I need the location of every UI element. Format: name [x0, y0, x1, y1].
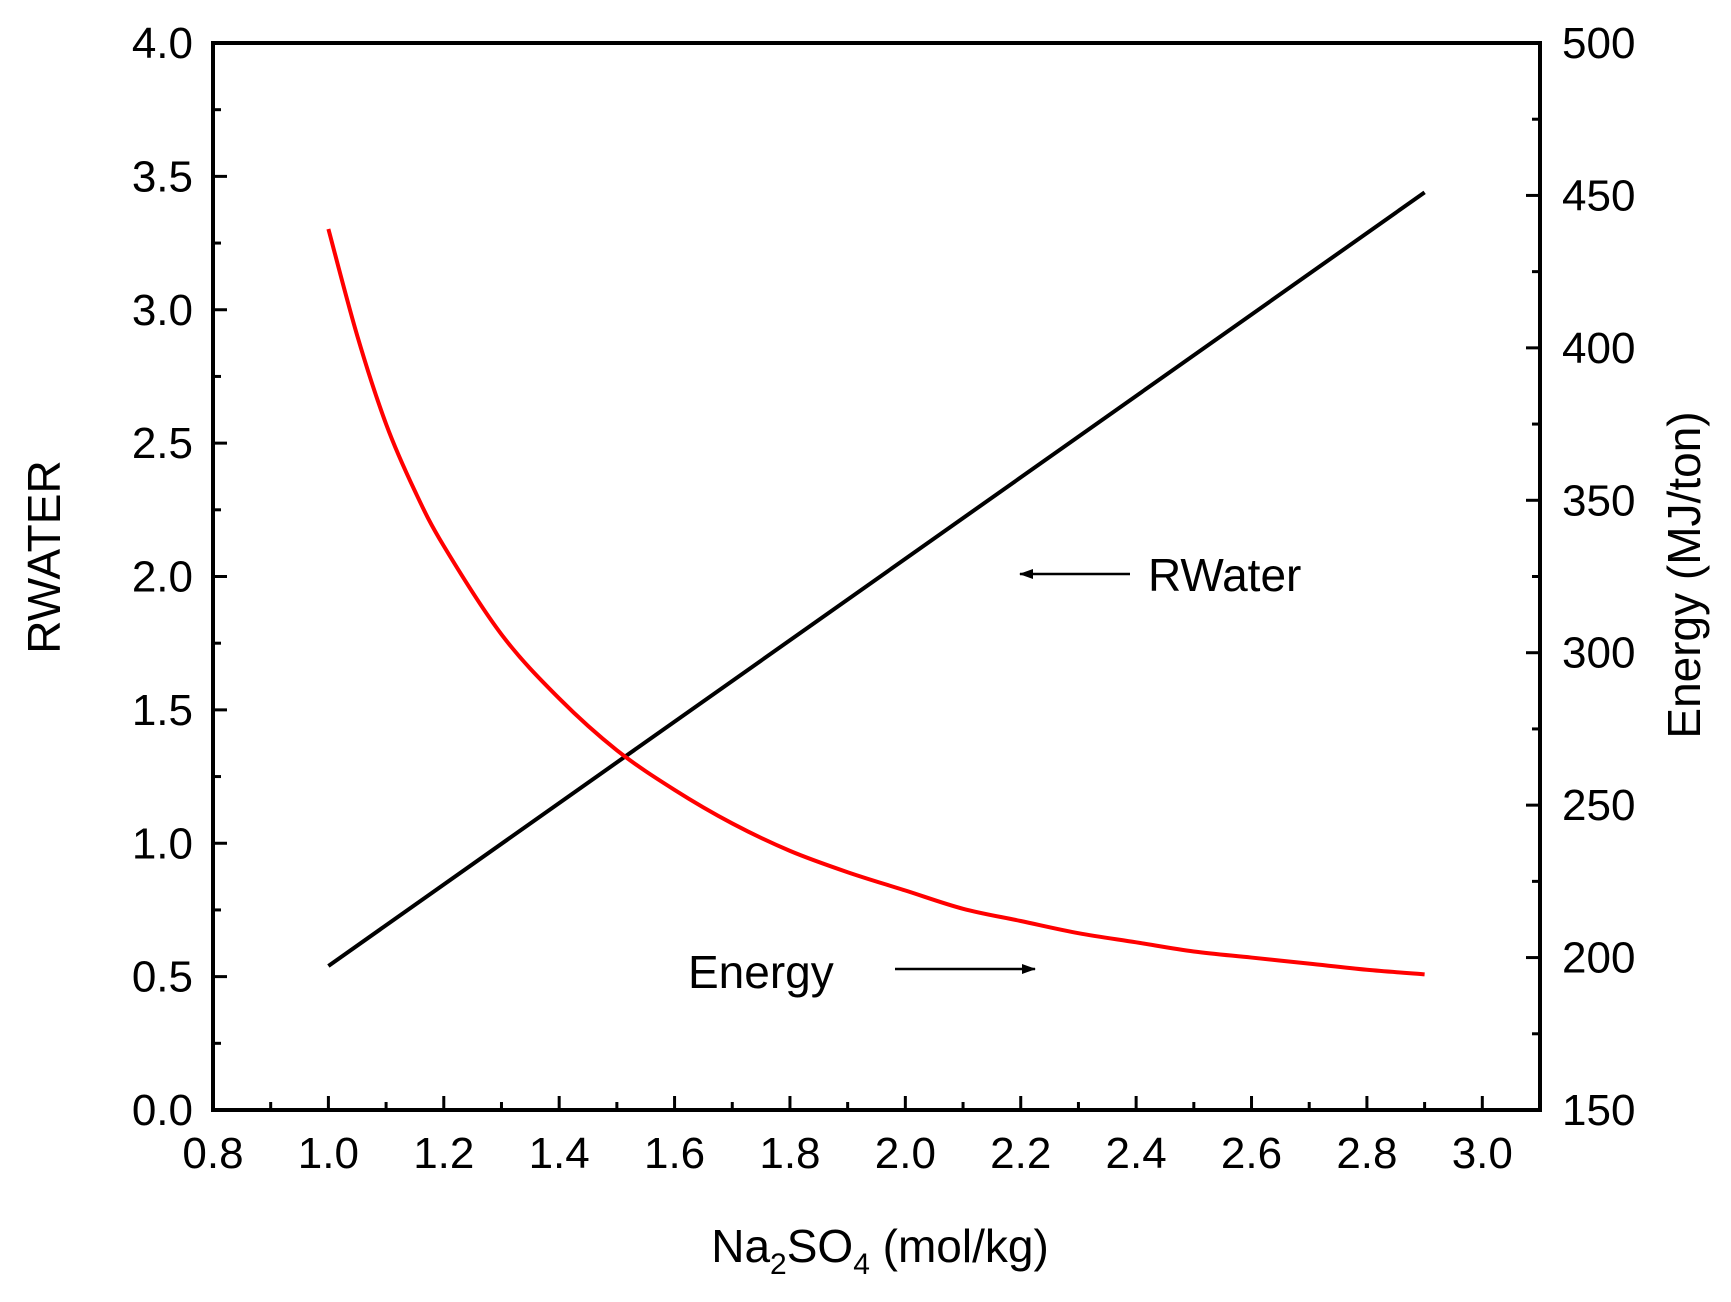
series-line-rwater: [327, 190, 1426, 968]
left-y-tick-label: 2.0: [132, 553, 193, 602]
left-y-tick-label: 0.0: [132, 1086, 193, 1135]
left-y-tick-label: 1.5: [132, 686, 193, 735]
energy-annotation: Energy: [688, 946, 1036, 998]
x-tick-label: 2.4: [1106, 1129, 1167, 1178]
right-y-tick-label: 200: [1562, 934, 1635, 983]
left-y-tick-label: 1.0: [132, 819, 193, 868]
x-tick-label: 2.6: [1221, 1129, 1282, 1178]
left-y-tick-label: 4.0: [132, 19, 193, 68]
right-y-tick-label: 150: [1562, 1086, 1635, 1135]
x-axis-title: Na2SO4 (mol/kg): [711, 1220, 1049, 1281]
series-line-energy: [326, 228, 1425, 977]
series-layer: [326, 190, 1426, 977]
x-tick-label: 2.2: [990, 1129, 1051, 1178]
right-y-tick-label: 450: [1562, 171, 1635, 220]
x-tick-label: 1.8: [759, 1129, 820, 1178]
x-tick-label: 2.8: [1336, 1129, 1397, 1178]
right-y-axis: 150 200 250 300 350 400 450 500: [1526, 19, 1635, 1135]
left-y-tick-label: 2.5: [132, 419, 193, 468]
x-tick-label: 1.2: [413, 1129, 474, 1178]
x-axis-title-sub1: 2: [770, 1248, 787, 1281]
energy-annotation-label: Energy: [688, 946, 834, 998]
right-y-tick-label: 350: [1562, 476, 1635, 525]
plot-frame: [211, 41, 1542, 1112]
rwater-annotation-label: RWater: [1148, 549, 1301, 601]
left-y-axis-title: RWATER: [18, 460, 70, 653]
left-y-tick-label: 0.5: [132, 953, 193, 1002]
right-y-tick-label: 400: [1562, 324, 1635, 373]
plot-area: [326, 190, 1426, 977]
x-axis-title-tail: (mol/kg): [870, 1220, 1049, 1272]
x-tick-label: 1.6: [644, 1129, 705, 1178]
right-y-tick-label: 250: [1562, 781, 1635, 830]
x-tick-label: 1.4: [529, 1129, 590, 1178]
right-y-axis-title: Energy (MJ/ton): [1658, 411, 1710, 738]
x-tick-label: 2.0: [875, 1129, 936, 1178]
left-y-tick-label: 3.5: [132, 152, 193, 201]
x-tick-label: 0.8: [182, 1129, 243, 1178]
x-axis-title-mid: SO: [787, 1220, 853, 1272]
left-y-axis: 0.0 0.5 1.0 1.5 2.0 2.5 3.0 3.5 4.0: [132, 19, 227, 1135]
left-y-tick-label: 3.0: [132, 286, 193, 335]
x-axis-title-main: Na: [711, 1220, 770, 1272]
right-y-tick-label: 300: [1562, 629, 1635, 678]
x-axis-title-sub2: 4: [853, 1248, 870, 1281]
rwater-annotation: RWater: [1019, 549, 1301, 601]
right-y-tick-label: 500: [1562, 19, 1635, 68]
x-tick-label: 3.0: [1452, 1129, 1513, 1178]
x-axis: 0.8 1.0 1.2 1.4 1.6 1.8 2.0 2.2 2.4 2.6 2.8 3.0: [182, 1096, 1513, 1178]
x-tick-label: 1.0: [298, 1129, 359, 1178]
